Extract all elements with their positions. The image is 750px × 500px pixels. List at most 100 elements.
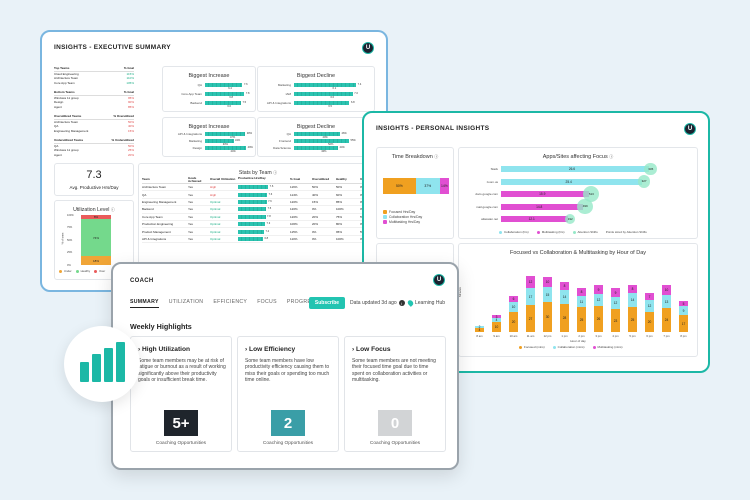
list-item[interactable]: Core App Team 105% (54, 81, 134, 86)
personal-insights-window: INSIGHTS - PERSONAL INSIGHTS U Time Brea… (362, 111, 710, 373)
bar-value: 6.1 (332, 86, 337, 90)
bar-label: Design (192, 145, 202, 150)
legend-item: Multitasking (hrs) (536, 230, 565, 234)
bar-label: Frontend (278, 138, 291, 143)
tab-progress[interactable]: PROGRESS (286, 299, 319, 305)
info-icon[interactable]: ⓘ (609, 154, 614, 159)
x-tick: 8 pm (680, 334, 687, 338)
list-header: Overutilized Teams % Overutilized (54, 114, 134, 120)
column-segment: 15 (543, 287, 552, 302)
location-pin-icon (406, 299, 415, 307)
card-low-efficiency[interactable]: › Low Efficiency Some team members have … (237, 336, 339, 452)
legend-swatch (59, 269, 62, 273)
panel-title: Apps/Sites affecting Focus (542, 154, 608, 160)
table-row[interactable]: Production Engineering Yes Optimal 7.3 106% 2… (142, 221, 376, 229)
team-list-overutilized: Overutilized Teams % Overutilized Architec… (54, 114, 134, 133)
legend-swatch (499, 230, 502, 234)
productive-bar (238, 229, 264, 234)
healthy-pct: 75% (336, 214, 343, 219)
list-item[interactable]: Agent 20% (54, 153, 134, 158)
app-value: 26.6 (568, 167, 576, 172)
list-item-value: 50% (127, 119, 134, 124)
avatar[interactable]: U (433, 274, 445, 286)
list-item-value: 50% (127, 143, 134, 148)
list-item[interactable]: Architecture Team 50% (54, 120, 134, 125)
list-item[interactable]: Windows 11 group 25% (54, 148, 134, 153)
list-item-name: Agent (54, 104, 62, 109)
list-item-value: 110% (126, 76, 134, 80)
axis-tick: 0% (67, 263, 71, 267)
learning-hub-link[interactable]: Learning Hub (406, 299, 445, 307)
table-row[interactable]: Engineering Management Yes Optimal 7.6 120% 1… (142, 199, 376, 207)
productive-hrs-cell: 7.4 (238, 229, 290, 234)
column-segment: 13 (662, 295, 671, 308)
list-item-value: 40% (127, 124, 134, 128)
overutilized-pct: 20% (312, 222, 319, 227)
legend-label: Collaboration (mins) (557, 345, 585, 349)
bar-value: 52% (328, 142, 334, 146)
list-item[interactable]: Cloud Engineering 115% (54, 72, 134, 77)
column-header[interactable]: Productive Hrs/Day (238, 176, 266, 180)
avatar[interactable]: U (362, 42, 374, 54)
subscribe-button[interactable]: Subscribe (309, 297, 345, 309)
x-tick: 2 pm (578, 334, 585, 338)
app-name: mail.google.com (476, 204, 498, 209)
tab-summary[interactable]: SUMMARY (130, 299, 159, 308)
bar-segment: 8% (81, 215, 111, 219)
avatar[interactable]: U (684, 123, 696, 135)
legend-item: Healthy (75, 269, 90, 273)
attention-bubble: 513 (583, 185, 600, 203)
legend-swatch (592, 345, 596, 349)
list-item[interactable]: Windows 11 group 95% (54, 96, 134, 101)
legend-label: Multitasking (mins) (597, 345, 623, 349)
list-item[interactable]: QA 50% (54, 144, 134, 149)
column-header[interactable]: Healthy (336, 177, 347, 181)
column-header[interactable]: Goals Achieved (188, 175, 202, 183)
card-high-utilization[interactable]: › High Utilization Some team members may… (130, 336, 232, 452)
bar-label: QA (286, 131, 291, 136)
coach-window: COACH U SUMMARY UTILIZATION EFFICIENCY F… (111, 262, 459, 470)
info-icon[interactable]: i (398, 300, 405, 306)
bar-chart-logo-icon (64, 326, 140, 402)
tab-efficiency[interactable]: EFFICIENCY (213, 299, 248, 305)
list-header-label: % Goal (123, 66, 134, 70)
info-icon[interactable]: ⓘ (434, 154, 439, 159)
info-icon[interactable]: ⓘ (110, 207, 115, 212)
panel-title: Biggest Increase (188, 124, 230, 130)
legend-swatch (519, 345, 522, 349)
card-low-focus[interactable]: › Low Focus Some team members are not me… (344, 336, 446, 452)
list-header-label: Top Teams (54, 66, 70, 70)
column-header[interactable]: % Goal (290, 177, 301, 181)
tab-focus[interactable]: FOCUS (257, 299, 277, 305)
info-icon[interactable]: ⓘ (273, 170, 278, 175)
list-item-value: 25% (127, 148, 134, 152)
productive-value: 7.4 (265, 229, 270, 233)
legend-label: Collaboration (hrs) (504, 230, 529, 234)
list-item[interactable]: Architecture Team 110% (54, 76, 134, 81)
column-header[interactable]: Overutilized (312, 177, 330, 181)
data-updated-text: Data updated 3d ago (350, 300, 397, 306)
bar-value: 6.4 (228, 86, 232, 90)
list-item[interactable]: QA 40% (54, 124, 134, 129)
goal-achieved: Yes (188, 199, 193, 204)
card-description: Some team members may be at risk of fati… (138, 358, 226, 384)
column-segment: 12 (645, 300, 654, 312)
list-item[interactable]: Engineering Management 15% (54, 129, 134, 134)
tab-utilization[interactable]: UTILIZATION (168, 299, 204, 305)
column-segment: 20 (645, 312, 654, 332)
column-segment: 6 (509, 296, 518, 302)
column-header[interactable]: Team (142, 177, 150, 181)
axis-tick: 100% (67, 213, 74, 217)
bar-label: Data Science (273, 145, 291, 150)
column-header[interactable]: Overall Utilization (210, 177, 236, 181)
table-row[interactable]: Product Management Yes Optimal 7.4 115% 0% 95%… (142, 228, 376, 236)
list-item-name: Core App Team (54, 80, 75, 85)
goal-pct: 120% (290, 207, 298, 212)
list-item[interactable]: Design 90% (54, 100, 134, 105)
table-row[interactable]: API & Integrations Yes Optimal 6.8 110% 0% 100… (142, 236, 376, 244)
list-item[interactable]: Agent 85% (54, 105, 134, 110)
